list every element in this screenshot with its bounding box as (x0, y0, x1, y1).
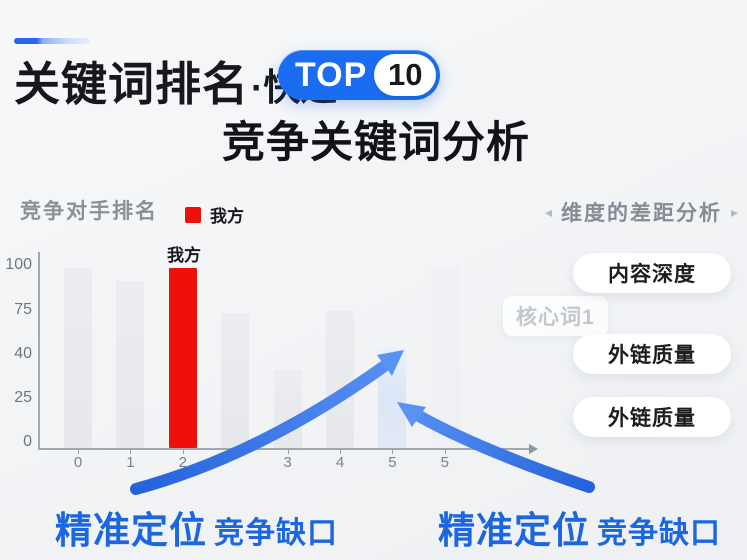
x-tick-mark (78, 449, 79, 454)
x-tick-mark (130, 449, 131, 454)
callout-left-strong: 精准定位 (55, 510, 207, 551)
callout-right-strong: 精准定位 (438, 510, 590, 551)
callout-left: 精准定位 竞争缺口 (55, 500, 338, 554)
y-axis (38, 252, 40, 450)
callout-left-normal: 竞争缺口 (214, 517, 338, 550)
y-tick-label: 40 (14, 345, 32, 362)
chevron-right-icon[interactable]: ▸ (731, 203, 739, 220)
bar-0-competitor (64, 268, 92, 448)
accent-progress-bar (14, 38, 90, 44)
chevron-left-icon[interactable]: ◂ (545, 203, 553, 220)
x-tick-mark (445, 449, 446, 454)
x-axis (38, 448, 530, 450)
legend-swatch-red (185, 206, 201, 223)
top10-badge: TOP 10 (278, 50, 441, 100)
dimension-pill-content-depth[interactable]: 内容深度 (573, 253, 731, 293)
y-tick-label: 25 (14, 389, 32, 406)
x-tick-label: 2 (178, 454, 187, 471)
bar-7-ghost (430, 266, 459, 448)
our-bar-label: 我方 (167, 246, 201, 265)
bar-1-competitor (116, 281, 145, 448)
x-tick-label: 0 (73, 454, 83, 471)
x-tick-label: 5 (440, 454, 449, 471)
bar-3-competitor (221, 313, 250, 448)
panel-title: 维度的差距分析 (561, 202, 723, 225)
callout-right: 精准定位 竞争缺口 (438, 500, 721, 554)
top10-badge-text: TOP (295, 56, 368, 94)
x-tick-mark (288, 449, 289, 454)
x-tick-mark (497, 449, 498, 454)
top10-badge-number: 10 (374, 54, 437, 96)
panel-header: ◂ 维度的差距分析 ▸ (545, 197, 738, 227)
chart-title: 竞争对手排名 (20, 200, 158, 223)
x-tick-mark (340, 449, 341, 454)
x-tick-mark (235, 449, 236, 454)
y-tick-label: 0 (23, 433, 32, 450)
x-tick-mark (183, 449, 184, 454)
x-axis-arrow-icon (529, 444, 538, 454)
x-tick-label: 4 (335, 454, 345, 471)
dimension-pill-backlink-quality-2[interactable]: 外链质量 (573, 397, 731, 437)
dimension-pill-backlink-quality-1[interactable]: 外链质量 (573, 334, 731, 374)
core-keyword-ghost-card: 核心词1 (503, 296, 608, 336)
y-tick-label: 75 (14, 301, 32, 318)
legend-label: 我方 (210, 207, 244, 226)
x-tick-label: 5 (388, 454, 397, 471)
callout-right-normal: 竞争缺口 (597, 517, 721, 550)
page-title-main: 关键词排名 (14, 58, 249, 110)
x-tick-mark (392, 449, 393, 454)
bar-6-gap-highlight (378, 348, 407, 448)
page-subtitle: 竞争关键词分析 (222, 119, 530, 167)
bar-2-ours (168, 268, 197, 448)
bar-5-competitor (326, 311, 354, 448)
x-tick-label: 3 (283, 454, 292, 471)
chart-legend: 我方 (185, 202, 244, 227)
y-tick-label: 100 (5, 256, 32, 273)
bar-4-competitor (273, 370, 302, 448)
x-tick-label: 1 (126, 454, 135, 471)
